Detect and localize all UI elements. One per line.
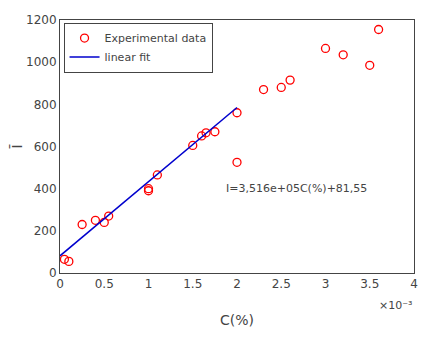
svg-text:3.5: 3.5: [360, 277, 379, 291]
svg-text:I=3,516e+05C(%)+81,55: I=3,516e+05C(%)+81,55: [226, 182, 367, 195]
svg-text:200: 200: [34, 224, 57, 238]
svg-text:×10⁻³: ×10⁻³: [379, 299, 412, 312]
svg-text:2.5: 2.5: [272, 277, 291, 291]
svg-text:0.5: 0.5: [95, 277, 114, 291]
svg-text:2: 2: [233, 277, 241, 291]
svg-text:C(%): C(%): [220, 312, 254, 328]
svg-text:1.5: 1.5: [183, 277, 202, 291]
svg-text:600: 600: [34, 140, 57, 154]
svg-text:0: 0: [56, 277, 64, 291]
svg-text:1: 1: [145, 277, 153, 291]
svg-text:400: 400: [34, 182, 57, 196]
svg-text:Experimental data: Experimental data: [105, 32, 207, 45]
svg-text:3: 3: [322, 277, 330, 291]
svg-text:Ī: Ī: [9, 144, 25, 149]
svg-text:linear fit: linear fit: [105, 51, 152, 64]
svg-text:1200: 1200: [26, 13, 57, 27]
svg-text:800: 800: [34, 98, 57, 112]
svg-text:1000: 1000: [26, 55, 57, 69]
svg-text:0: 0: [49, 266, 57, 280]
svg-text:4: 4: [410, 277, 418, 291]
